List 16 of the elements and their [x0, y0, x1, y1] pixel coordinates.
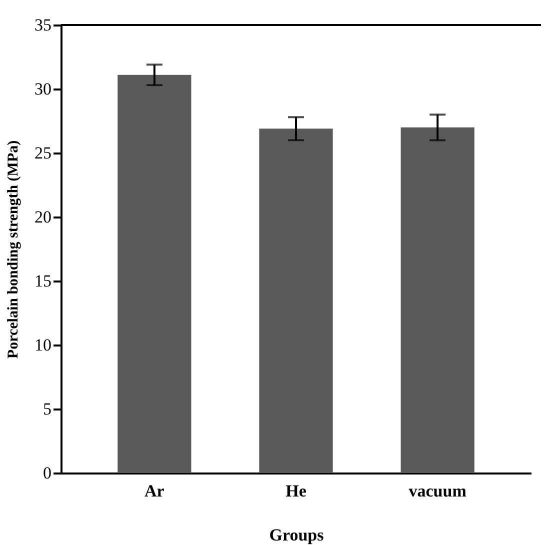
y-tick-label: 0 — [43, 464, 52, 482]
y-tick-label: 30 — [34, 80, 52, 98]
y-axis-title: Porcelain bonding strength (MPa) — [6, 140, 22, 359]
x-tick-label: Ar — [144, 482, 165, 500]
y-tick-label: 20 — [34, 208, 52, 226]
y-tick-label: 35 — [34, 16, 52, 34]
bar — [118, 74, 192, 473]
x-tick-label: vacuum — [408, 482, 466, 500]
y-tick-label: 15 — [34, 272, 52, 290]
bar — [400, 127, 474, 473]
y-tick-label: 5 — [43, 400, 52, 418]
bar — [259, 128, 333, 473]
x-tick-label: He — [286, 482, 307, 500]
y-tick-label: 10 — [34, 336, 52, 354]
y-tick-label: 25 — [34, 144, 52, 162]
x-axis-title: Groups — [269, 526, 324, 544]
